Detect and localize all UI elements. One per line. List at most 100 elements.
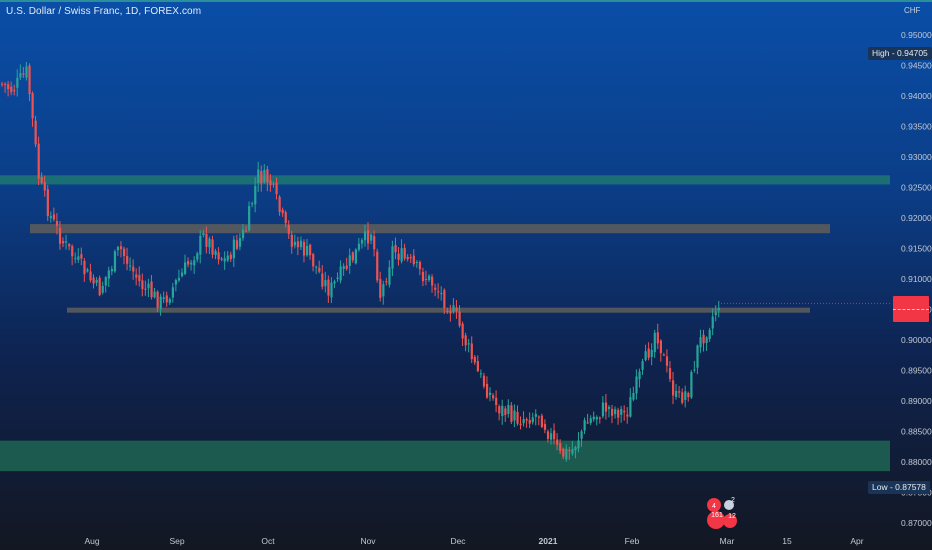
candle-body xyxy=(71,246,74,257)
high-marker: High - 0.94705 xyxy=(868,47,932,60)
candle-body xyxy=(470,343,473,360)
candle-body xyxy=(394,245,397,253)
time-tick-label: 15 xyxy=(782,536,792,546)
candle-body xyxy=(257,169,260,183)
candle-body xyxy=(665,356,669,366)
candle-body xyxy=(385,281,388,283)
candle-body xyxy=(135,274,138,278)
candle-body xyxy=(174,280,178,285)
price-tick-label: 0.91000 xyxy=(901,274,932,284)
candle-body xyxy=(119,246,123,250)
chart-title: U.S. Dollar / Swiss Franc, 1D, FOREX.com xyxy=(6,6,202,17)
candle-body xyxy=(321,273,324,287)
candle-body xyxy=(278,196,281,212)
candle-body xyxy=(382,284,385,297)
low-label: Low xyxy=(872,482,888,492)
candle-body xyxy=(229,254,232,260)
candle-body xyxy=(141,280,144,290)
candle-body xyxy=(702,334,705,344)
candle-body xyxy=(123,248,126,257)
candle-body xyxy=(348,255,351,266)
resistance-zone xyxy=(0,175,890,185)
candle-body xyxy=(495,397,498,406)
candle-body xyxy=(363,231,367,241)
horizontal-lines-layer xyxy=(30,224,830,313)
candle-body xyxy=(559,443,562,451)
candle-body xyxy=(98,277,101,296)
price-tick-label: 0.89500 xyxy=(901,366,932,376)
support-zone xyxy=(0,440,890,472)
candle-body xyxy=(550,433,553,440)
level-line xyxy=(30,224,830,234)
candle-body xyxy=(302,241,306,256)
candle-body xyxy=(516,411,519,424)
candle-body xyxy=(571,449,574,454)
candle-body xyxy=(37,143,40,179)
price-tick-label: 0.88500 xyxy=(901,427,932,437)
candle-body xyxy=(617,409,620,418)
candle-body xyxy=(293,241,296,246)
candle-body xyxy=(34,120,37,145)
candle-body xyxy=(431,276,434,286)
candle-body xyxy=(165,295,168,303)
candle-body xyxy=(31,93,34,119)
candle-body xyxy=(315,266,318,268)
candle-body xyxy=(263,169,266,183)
candle-body xyxy=(492,395,495,399)
candle-body xyxy=(150,281,153,298)
candle-body xyxy=(623,410,626,413)
candle-body xyxy=(513,410,516,421)
candle-body xyxy=(440,293,443,295)
time-tick-label: 2021 xyxy=(539,536,558,546)
candle-body xyxy=(403,247,406,259)
candle-body xyxy=(193,260,196,266)
candle-body xyxy=(339,266,342,281)
candle-body xyxy=(681,392,684,403)
candle-body xyxy=(418,262,422,270)
price-tick-label: 0.93000 xyxy=(901,152,932,162)
candle-body xyxy=(83,260,86,275)
candle-body xyxy=(68,244,71,247)
candle-body xyxy=(479,373,483,375)
candle-body xyxy=(662,354,666,356)
candle-body xyxy=(568,450,571,452)
candle-body xyxy=(370,234,373,241)
candle-body xyxy=(699,337,702,348)
candle-body xyxy=(147,283,150,289)
price-tick-label: 0.94500 xyxy=(901,61,932,71)
candle-body xyxy=(284,212,287,224)
time-tick-label: Sep xyxy=(169,536,184,546)
candle-body xyxy=(153,291,156,298)
candle-body xyxy=(446,310,449,313)
candle-body xyxy=(424,279,428,281)
economic-events-icon[interactable]: 4 2 161 12 xyxy=(704,496,740,530)
candle-body xyxy=(510,405,513,422)
candle-body xyxy=(690,371,693,398)
candle-body xyxy=(132,266,135,272)
candle-body xyxy=(421,271,425,282)
candle-body xyxy=(489,392,492,396)
candle-body xyxy=(589,418,592,423)
candle-body xyxy=(546,431,550,439)
candle-body xyxy=(52,214,56,220)
candle-body xyxy=(162,297,165,300)
candle-body xyxy=(412,255,415,265)
candle-body xyxy=(537,416,540,418)
candle-body xyxy=(333,281,336,284)
candle-body xyxy=(650,350,653,357)
time-tick-label: Oct xyxy=(261,536,275,546)
candle-body xyxy=(113,251,117,272)
candle-body xyxy=(312,254,315,267)
candle-body xyxy=(49,216,52,219)
high-value: 0.94705 xyxy=(897,48,928,58)
price-tick-label: 0.92000 xyxy=(901,213,932,223)
candle-body xyxy=(574,447,577,451)
last-price-line xyxy=(893,309,929,310)
candle-body xyxy=(485,383,489,398)
candle-body xyxy=(409,257,412,259)
price-tick-label: 0.90000 xyxy=(901,335,932,345)
candle-body xyxy=(324,280,327,287)
low-value: 0.87578 xyxy=(895,482,926,492)
price-tick-label: 0.88000 xyxy=(901,457,932,467)
